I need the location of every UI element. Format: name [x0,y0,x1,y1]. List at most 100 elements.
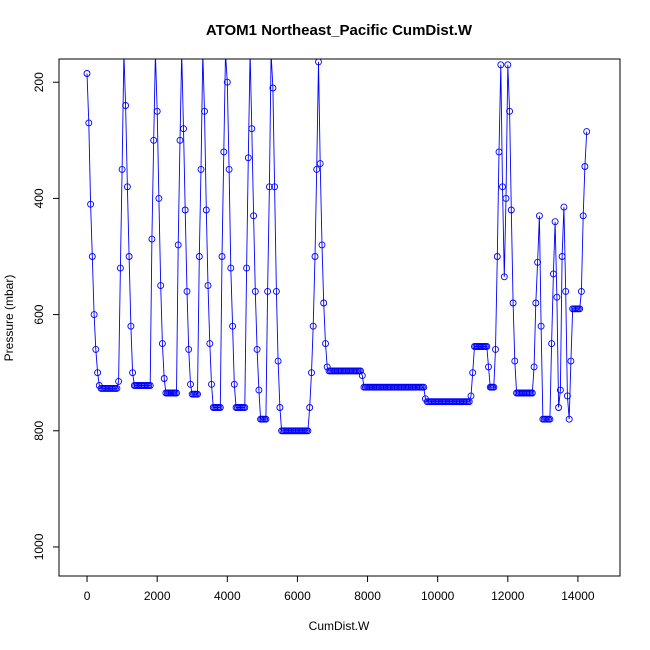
data-point [185,345,193,353]
y-tick-label: 200 [32,72,46,92]
data-point [157,282,165,290]
data-point [180,125,187,133]
data-point [155,194,163,202]
data-point [194,390,201,398]
data-point [174,241,182,249]
data-point [555,404,563,411]
y-tick-label: 400 [32,188,46,208]
y-tick-label: 800 [32,420,46,440]
data-point [125,253,133,260]
y-axis: 200 400 600 800 1000 [32,72,60,560]
data-point [313,165,321,173]
data-point [241,404,249,411]
data-point [94,369,102,377]
data-point [562,287,570,295]
data-point [90,311,98,319]
data-point [558,253,566,260]
data-point [497,61,505,69]
data-point [306,404,314,411]
data-point [229,322,237,330]
data-point [88,253,96,260]
data-point [528,389,536,397]
data-point [197,165,205,173]
data-point [315,59,322,66]
data-point [153,107,161,115]
data-point [146,382,154,389]
data-point [567,357,575,365]
data-point [223,78,231,86]
data-point [530,363,538,371]
data-point [127,322,135,330]
data-point [560,203,568,211]
data-point [87,200,95,208]
data-point [129,369,137,377]
data-point [220,148,228,156]
data-point [250,212,258,220]
data-point [122,102,130,109]
data-point [218,253,226,260]
data-point [116,264,124,272]
data-point [227,264,235,272]
data-point [532,299,540,307]
data-point [85,119,93,127]
data-point [271,183,279,191]
data-point [556,386,564,394]
data-point [216,404,224,411]
data-point [92,345,100,353]
x-axis: 0 2000 4000 6000 8000 10000 12000 14000 [84,575,595,603]
data-point [509,299,517,307]
y-tick-label: 1000 [32,533,46,560]
data-point [511,357,519,365]
data-point [318,241,326,249]
x-axis-label: CumDist.W [309,619,370,633]
data-point [244,154,252,162]
data-point [118,165,126,173]
data-point [202,206,210,214]
data-point [467,392,475,400]
data-point [115,377,123,385]
data-point [485,363,492,371]
data-point [534,258,542,266]
data-point [148,235,156,243]
data-point [187,380,194,388]
data-point [255,386,263,394]
data-point [113,384,121,392]
data-point [549,270,557,278]
data-point [195,253,203,260]
data-point [546,415,554,423]
data-point [181,206,189,214]
data-point [507,206,515,214]
data-point [225,165,233,173]
data-point [553,293,561,301]
x-tick-label: 4000 [214,589,241,603]
data-point [581,163,589,170]
data-point [483,343,491,350]
data-point [320,299,328,307]
data-point [262,415,270,423]
chart-title: ATOM1 Northeast_Pacific CumDist.W [206,22,473,39]
data-point [251,287,259,295]
data-point [123,183,131,191]
data-point [230,380,238,388]
data-point [316,160,324,168]
data-point [150,136,158,144]
data-point [272,287,280,295]
data-point [579,212,587,220]
data-point [274,357,282,365]
data-point [160,375,168,382]
data-point [204,282,212,290]
data-point [253,345,261,353]
x-tick-label: 12000 [491,589,525,603]
data-point [173,389,180,397]
data-point [537,322,545,330]
data-point [83,70,91,77]
data-point [264,287,272,295]
data-point [265,183,273,191]
data-point [495,148,503,156]
x-tick-label: 10000 [421,589,455,603]
data-point [576,305,584,313]
data-point [504,61,512,69]
data-point [243,264,251,272]
data-point [502,194,510,202]
